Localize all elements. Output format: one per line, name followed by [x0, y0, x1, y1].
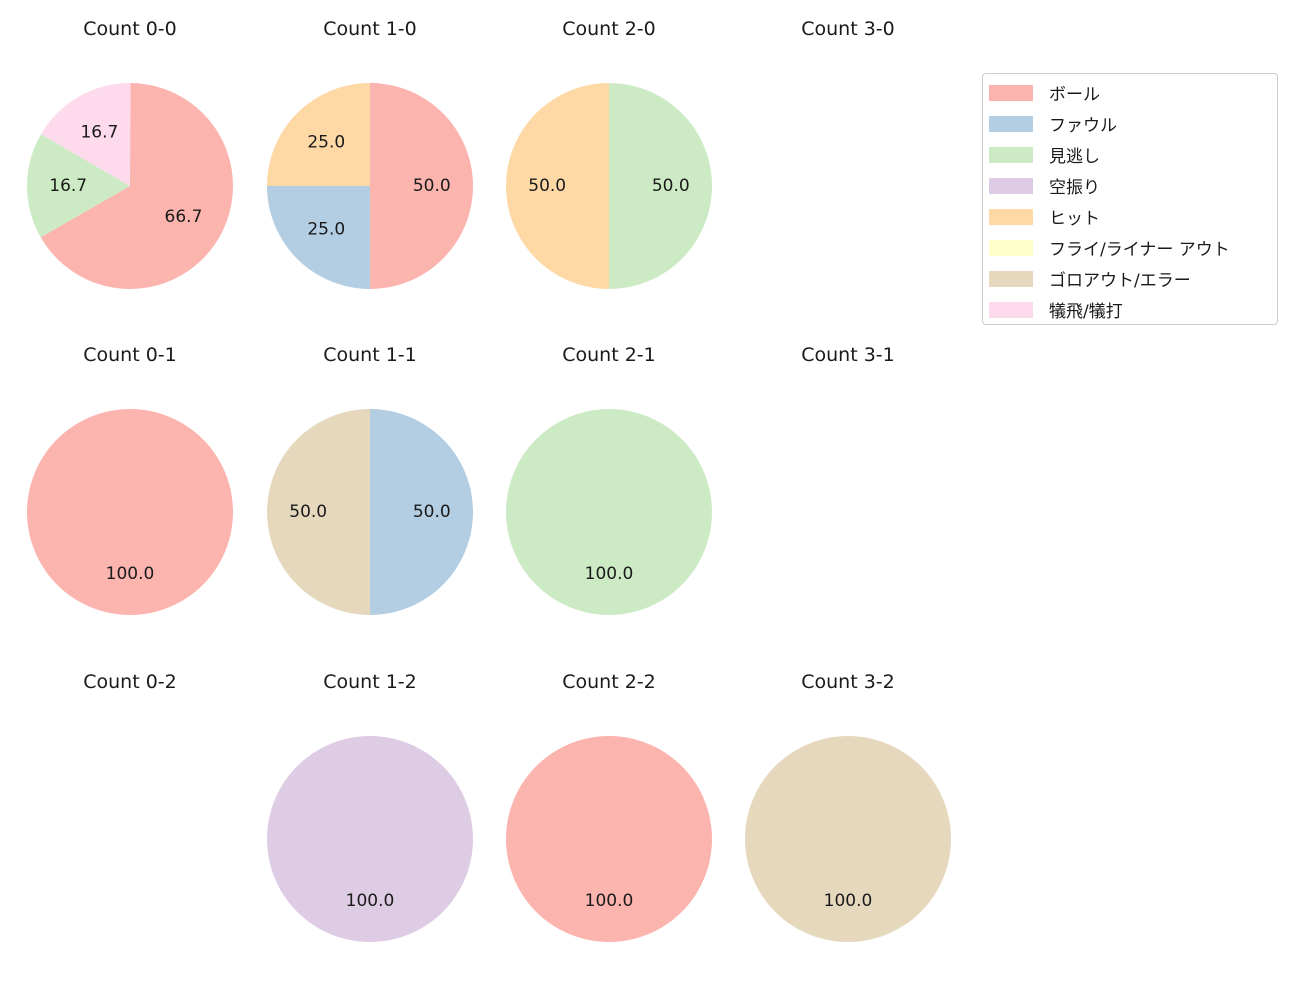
subplot-title: Count 2-0	[562, 18, 656, 40]
subplot-title: Count 3-2	[801, 671, 895, 693]
pie-slice	[506, 409, 712, 615]
pie-slice-value-label: 25.0	[307, 220, 345, 240]
pie-slice	[267, 186, 370, 289]
pie-slice	[267, 83, 370, 186]
pie-chart: 100.0	[745, 736, 951, 942]
pie-slice-value-label: 50.0	[528, 176, 566, 196]
legend-item: ゴロアウト/エラー	[989, 263, 1277, 294]
legend-item: 犠飛/犠打	[989, 294, 1277, 325]
legend-item: 空振り	[989, 170, 1277, 201]
subplot-count-2-0: Count 2-0 50.0 50.0	[489, 17, 729, 337]
legend-swatch	[989, 208, 1033, 225]
subplot-count-2-2: Count 2-2 100.0	[489, 670, 729, 990]
pie-slice-value-label: 50.0	[413, 502, 451, 522]
subplot-title: Count 3-1	[801, 344, 895, 366]
pie-slice-value-label: 25.0	[307, 132, 345, 152]
pie-slice	[41, 82, 131, 186]
pie-slice-value-label: 100.0	[585, 891, 634, 911]
legend-label: 空振り	[1049, 178, 1100, 198]
subplot-title: Count 3-0	[801, 18, 895, 40]
legend-swatch	[989, 84, 1033, 101]
legend-label: ボール	[1049, 85, 1100, 105]
subplot-count-0-0: Count 0-0 66.7 16.7 16.7	[10, 17, 250, 337]
pie-chart: 50.0 25.0 25.0	[267, 83, 473, 289]
subplot-count-3-2: Count 3-2 100.0	[728, 670, 968, 990]
legend: ボール ファウル 見逃し 空振り ヒット フライ/ライナー アウト ゴロアウト/…	[982, 73, 1278, 325]
legend-label: ファウル	[1049, 116, 1117, 136]
pie-slice-value-label: 50.0	[413, 176, 451, 196]
pie-slice-value-label: 100.0	[346, 891, 395, 911]
pie-slice-value-label: 66.7	[165, 207, 203, 227]
legend-item: ファウル	[989, 108, 1277, 139]
pie-chart: 50.0 50.0	[267, 409, 473, 615]
pie-chart: 100.0	[27, 409, 233, 615]
pie-chart: 66.7 16.7 16.7	[27, 82, 234, 289]
pie-slice	[40, 83, 234, 289]
legend-swatch	[989, 301, 1033, 318]
legend-swatch	[989, 270, 1033, 287]
subplot-count-1-0: Count 1-0 50.0 25.0 25.0	[250, 17, 490, 337]
pie-slice-value-label: 50.0	[652, 176, 690, 196]
pie-slice	[370, 83, 473, 289]
pie-slice	[609, 83, 712, 289]
legend-swatch	[989, 177, 1033, 194]
legend-item: フライ/ライナー アウト	[989, 232, 1277, 263]
subplot-title: Count 1-2	[323, 671, 417, 693]
subplot-title: Count 2-1	[562, 344, 656, 366]
subplot-count-3-0: Count 3-0	[728, 17, 968, 337]
legend-label: ゴロアウト/エラー	[1049, 271, 1191, 291]
pie-chart	[743, 81, 953, 291]
pie-slice	[745, 736, 951, 942]
pie-chart	[25, 734, 235, 944]
pie-slice	[506, 736, 712, 942]
pie-slice	[27, 134, 130, 238]
subplot-count-1-2: Count 1-2 100.0	[250, 670, 490, 990]
pie-slice-value-label: 100.0	[106, 564, 155, 584]
legend-swatch	[989, 239, 1033, 256]
legend-label: 見逃し	[1049, 147, 1100, 167]
pie-slice	[267, 409, 370, 615]
subplot-title: Count 1-1	[323, 344, 417, 366]
pie-chart	[743, 407, 953, 617]
legend-swatch	[989, 146, 1033, 163]
subplot-count-1-1: Count 1-1 50.0 50.0	[250, 343, 490, 663]
subplot-title: Count 0-0	[83, 18, 177, 40]
pie-chart: 100.0	[506, 409, 712, 615]
legend-label: 犠飛/犠打	[1049, 302, 1123, 322]
subplot-title: Count 0-1	[83, 344, 177, 366]
pie-chart: 100.0	[267, 736, 473, 942]
pie-chart: 100.0	[506, 736, 712, 942]
legend-label: フライ/ライナー アウト	[1049, 240, 1230, 260]
legend-label: ヒット	[1049, 209, 1100, 229]
legend-item: 見逃し	[989, 139, 1277, 170]
subplot-title: Count 0-2	[83, 671, 177, 693]
subplot-count-2-1: Count 2-1 100.0	[489, 343, 729, 663]
pie-slice-value-label: 16.7	[80, 122, 118, 142]
pie-slice	[506, 83, 609, 289]
subplot-count-0-1: Count 0-1 100.0	[10, 343, 250, 663]
legend-swatch	[989, 115, 1033, 132]
pie-chart: 50.0 50.0	[506, 83, 712, 289]
pie-slice-value-label: 100.0	[585, 564, 634, 584]
subplot-title: Count 1-0	[323, 18, 417, 40]
subplot-count-3-1: Count 3-1	[728, 343, 968, 663]
pie-slice	[370, 409, 473, 615]
subplot-count-0-2: Count 0-2	[10, 670, 250, 990]
pie-slice-value-label: 16.7	[49, 176, 87, 196]
pie-slice-value-label: 100.0	[824, 891, 873, 911]
pie-slice	[267, 736, 473, 942]
subplot-title: Count 2-2	[562, 671, 656, 693]
legend-item: ヒット	[989, 201, 1277, 232]
pie-slice-value-label: 50.0	[289, 502, 327, 522]
pie-slice	[27, 409, 233, 615]
legend-item: ボール	[989, 77, 1277, 108]
